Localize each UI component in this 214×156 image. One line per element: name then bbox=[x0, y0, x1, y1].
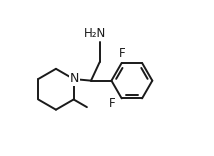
Text: N: N bbox=[70, 72, 79, 85]
Text: F: F bbox=[108, 97, 115, 110]
Text: H₂N: H₂N bbox=[84, 27, 106, 40]
Text: F: F bbox=[119, 47, 126, 60]
